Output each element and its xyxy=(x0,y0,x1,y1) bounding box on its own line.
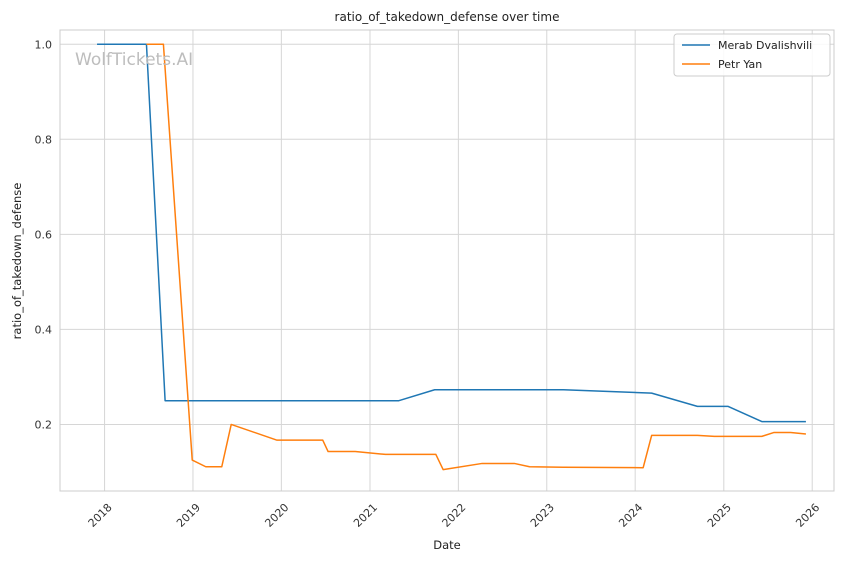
legend-label-petr-yan: Petr Yan xyxy=(718,58,762,71)
grid xyxy=(60,30,834,491)
plot-frame xyxy=(59,29,835,492)
legend-box xyxy=(673,33,831,77)
watermark-text: WolfTickets.AI xyxy=(75,50,193,70)
y-tick-label: 0.2 xyxy=(35,418,53,431)
y-axis-label: ratio_of_takedown_defense xyxy=(10,183,24,340)
x-axis-label: Date xyxy=(433,538,461,552)
series-group xyxy=(97,43,806,471)
y-tick-label: 0.4 xyxy=(35,323,53,336)
y-tick-label: 0.6 xyxy=(35,228,53,241)
legend-label-merab-dvalishvili: Merab Dvalishvili xyxy=(718,39,812,52)
y-tick-label: 1.0 xyxy=(35,38,53,51)
y-tick-label: 0.8 xyxy=(35,133,53,146)
legend: Merab Dvalishvili Petr Yan xyxy=(673,33,831,77)
series-line-petr-yan xyxy=(146,43,806,471)
series-line-merab-dvalishvili xyxy=(97,43,806,423)
chart-title: ratio_of_takedown_defense over time xyxy=(335,10,560,24)
